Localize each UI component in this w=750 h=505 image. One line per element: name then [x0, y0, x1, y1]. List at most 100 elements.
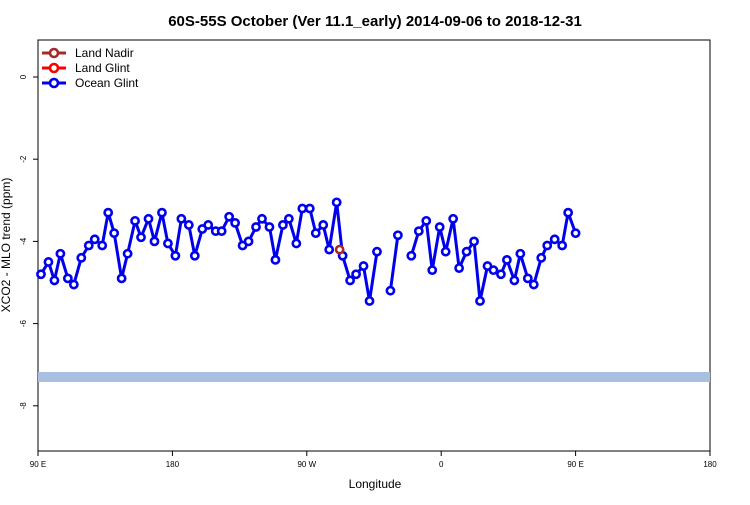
ocean-glint-point [43, 257, 54, 267]
ocean-glint-point [136, 232, 146, 243]
x-tick-label: 90 E [30, 460, 46, 469]
ocean-glint-point [509, 275, 520, 286]
ocean-glint-point [103, 207, 114, 218]
ocean-glint-point [331, 197, 342, 208]
ocean-glint-point [203, 220, 214, 230]
ocean-glint-point [427, 265, 438, 276]
plot-area: 0 -2 -4 -6 -8 90 E 180 90 W 0 90 E 180 Land NadirLa… [19, 39, 717, 469]
ocean-glint-point [496, 269, 506, 280]
ocean-glint-point [421, 215, 432, 226]
legend-marker-0 [48, 47, 60, 59]
y-tick-label: -2 [19, 155, 28, 163]
y-axis-label: XCO2 - MLO trend (ppm) [0, 178, 13, 313]
ocean-glint-point [224, 211, 235, 222]
plot-frame [37, 39, 711, 452]
ocean-glint-point [76, 252, 87, 263]
ocean-glint-point [549, 234, 560, 245]
ocean-glint-point [130, 215, 140, 226]
legend-label-2: Ocean Glint [75, 76, 139, 90]
y-tick-label: -8 [19, 402, 28, 410]
ocean-glint-line-1 [388, 234, 400, 291]
ocean-glint-point [528, 279, 539, 290]
ocean-glint-point [488, 265, 499, 276]
ocean-glint-point [264, 222, 275, 232]
land-nadir-point [334, 244, 345, 255]
ocean-glint-point [109, 228, 120, 239]
chart-title: 60S-55S October (Ver 11.1_early) 2014-09… [168, 13, 582, 30]
ocean-glint-point [216, 226, 227, 237]
ocean-glint-point [283, 213, 294, 224]
legend-label-0: Land Nadir [75, 46, 134, 60]
ocean-glint-point [189, 250, 200, 261]
ocean-glint-point [522, 273, 533, 284]
x-tick-label: 90 E [567, 460, 583, 469]
ocean-glint-point [270, 254, 281, 265]
ocean-glint-point [68, 279, 79, 290]
ocean-glint-point [257, 213, 267, 224]
ocean-glint-point [157, 207, 167, 218]
ocean-glint-point [434, 222, 445, 232]
ocean-glint-point [122, 248, 133, 259]
ocean-glint-point [62, 273, 73, 284]
ocean-glint-point [502, 254, 512, 265]
reference-band [38, 372, 710, 383]
x-tick-label: 180 [703, 460, 717, 469]
ocean-glint-point [83, 240, 94, 251]
ocean-glint-point [55, 248, 66, 259]
x-tick-label: 180 [166, 460, 180, 469]
ocean-glint-point [392, 230, 403, 241]
ocean-glint-point [278, 220, 288, 230]
y-tick-label: 0 [19, 74, 28, 79]
legend-marker-2 [48, 77, 60, 89]
ocean-glint-point [542, 240, 553, 251]
ocean-glint-point [116, 273, 127, 284]
ocean-glint-point [149, 236, 160, 247]
ocean-glint-point [536, 252, 547, 263]
ocean-glint-point [406, 250, 417, 261]
legend-marker-1 [48, 62, 60, 74]
ocean-glint-point [448, 213, 459, 224]
ocean-glint-point [345, 275, 356, 286]
x-tick-label: 90 W [297, 460, 316, 469]
x-tick-label: 0 [439, 460, 444, 469]
ocean-glint-point [372, 246, 382, 257]
ocean-glint-point [97, 240, 108, 251]
ocean-glint-point [183, 220, 194, 230]
ocean-glint-point [36, 269, 46, 280]
ocean-glint-point [461, 246, 472, 257]
ocean-glint-point [385, 285, 396, 296]
ocean-glint-point [475, 296, 485, 306]
ocean-glint-point [454, 263, 465, 274]
ocean-glint-point [176, 213, 187, 224]
ocean-glint-point [251, 222, 261, 232]
ocean-glint-point [318, 220, 329, 230]
ocean-glint-point [413, 226, 424, 237]
ocean-glint-point [310, 228, 321, 239]
ocean-glint-point [563, 207, 574, 218]
ocean-glint-point [49, 275, 60, 286]
ocean-glint-point [304, 203, 315, 214]
legend-label-1: Land Glint [75, 61, 130, 75]
ocean-glint-point [230, 217, 241, 228]
ocean-glint-point [358, 261, 369, 271]
ocean-glint-point [170, 250, 181, 261]
ocean-glint-point [440, 246, 451, 257]
ocean-glint-point [291, 238, 302, 249]
ocean-glint-point [243, 236, 254, 247]
ocean-glint-point [143, 213, 154, 224]
y-tick-label: -6 [19, 319, 28, 327]
ocean-glint-point [163, 238, 173, 249]
x-axis-label: Longitude [349, 477, 402, 491]
ocean-glint-point [89, 234, 100, 245]
ocean-glint-point [557, 240, 568, 251]
ocean-glint-point [324, 244, 335, 255]
y-tick-label: -4 [19, 237, 28, 245]
ocean-glint-point [469, 236, 479, 247]
ocean-glint-point [297, 203, 308, 214]
ocean-glint-point [364, 296, 375, 306]
ocean-glint-point [351, 269, 361, 280]
ocean-glint-point [570, 228, 581, 239]
ocean-glint-point [515, 248, 526, 259]
